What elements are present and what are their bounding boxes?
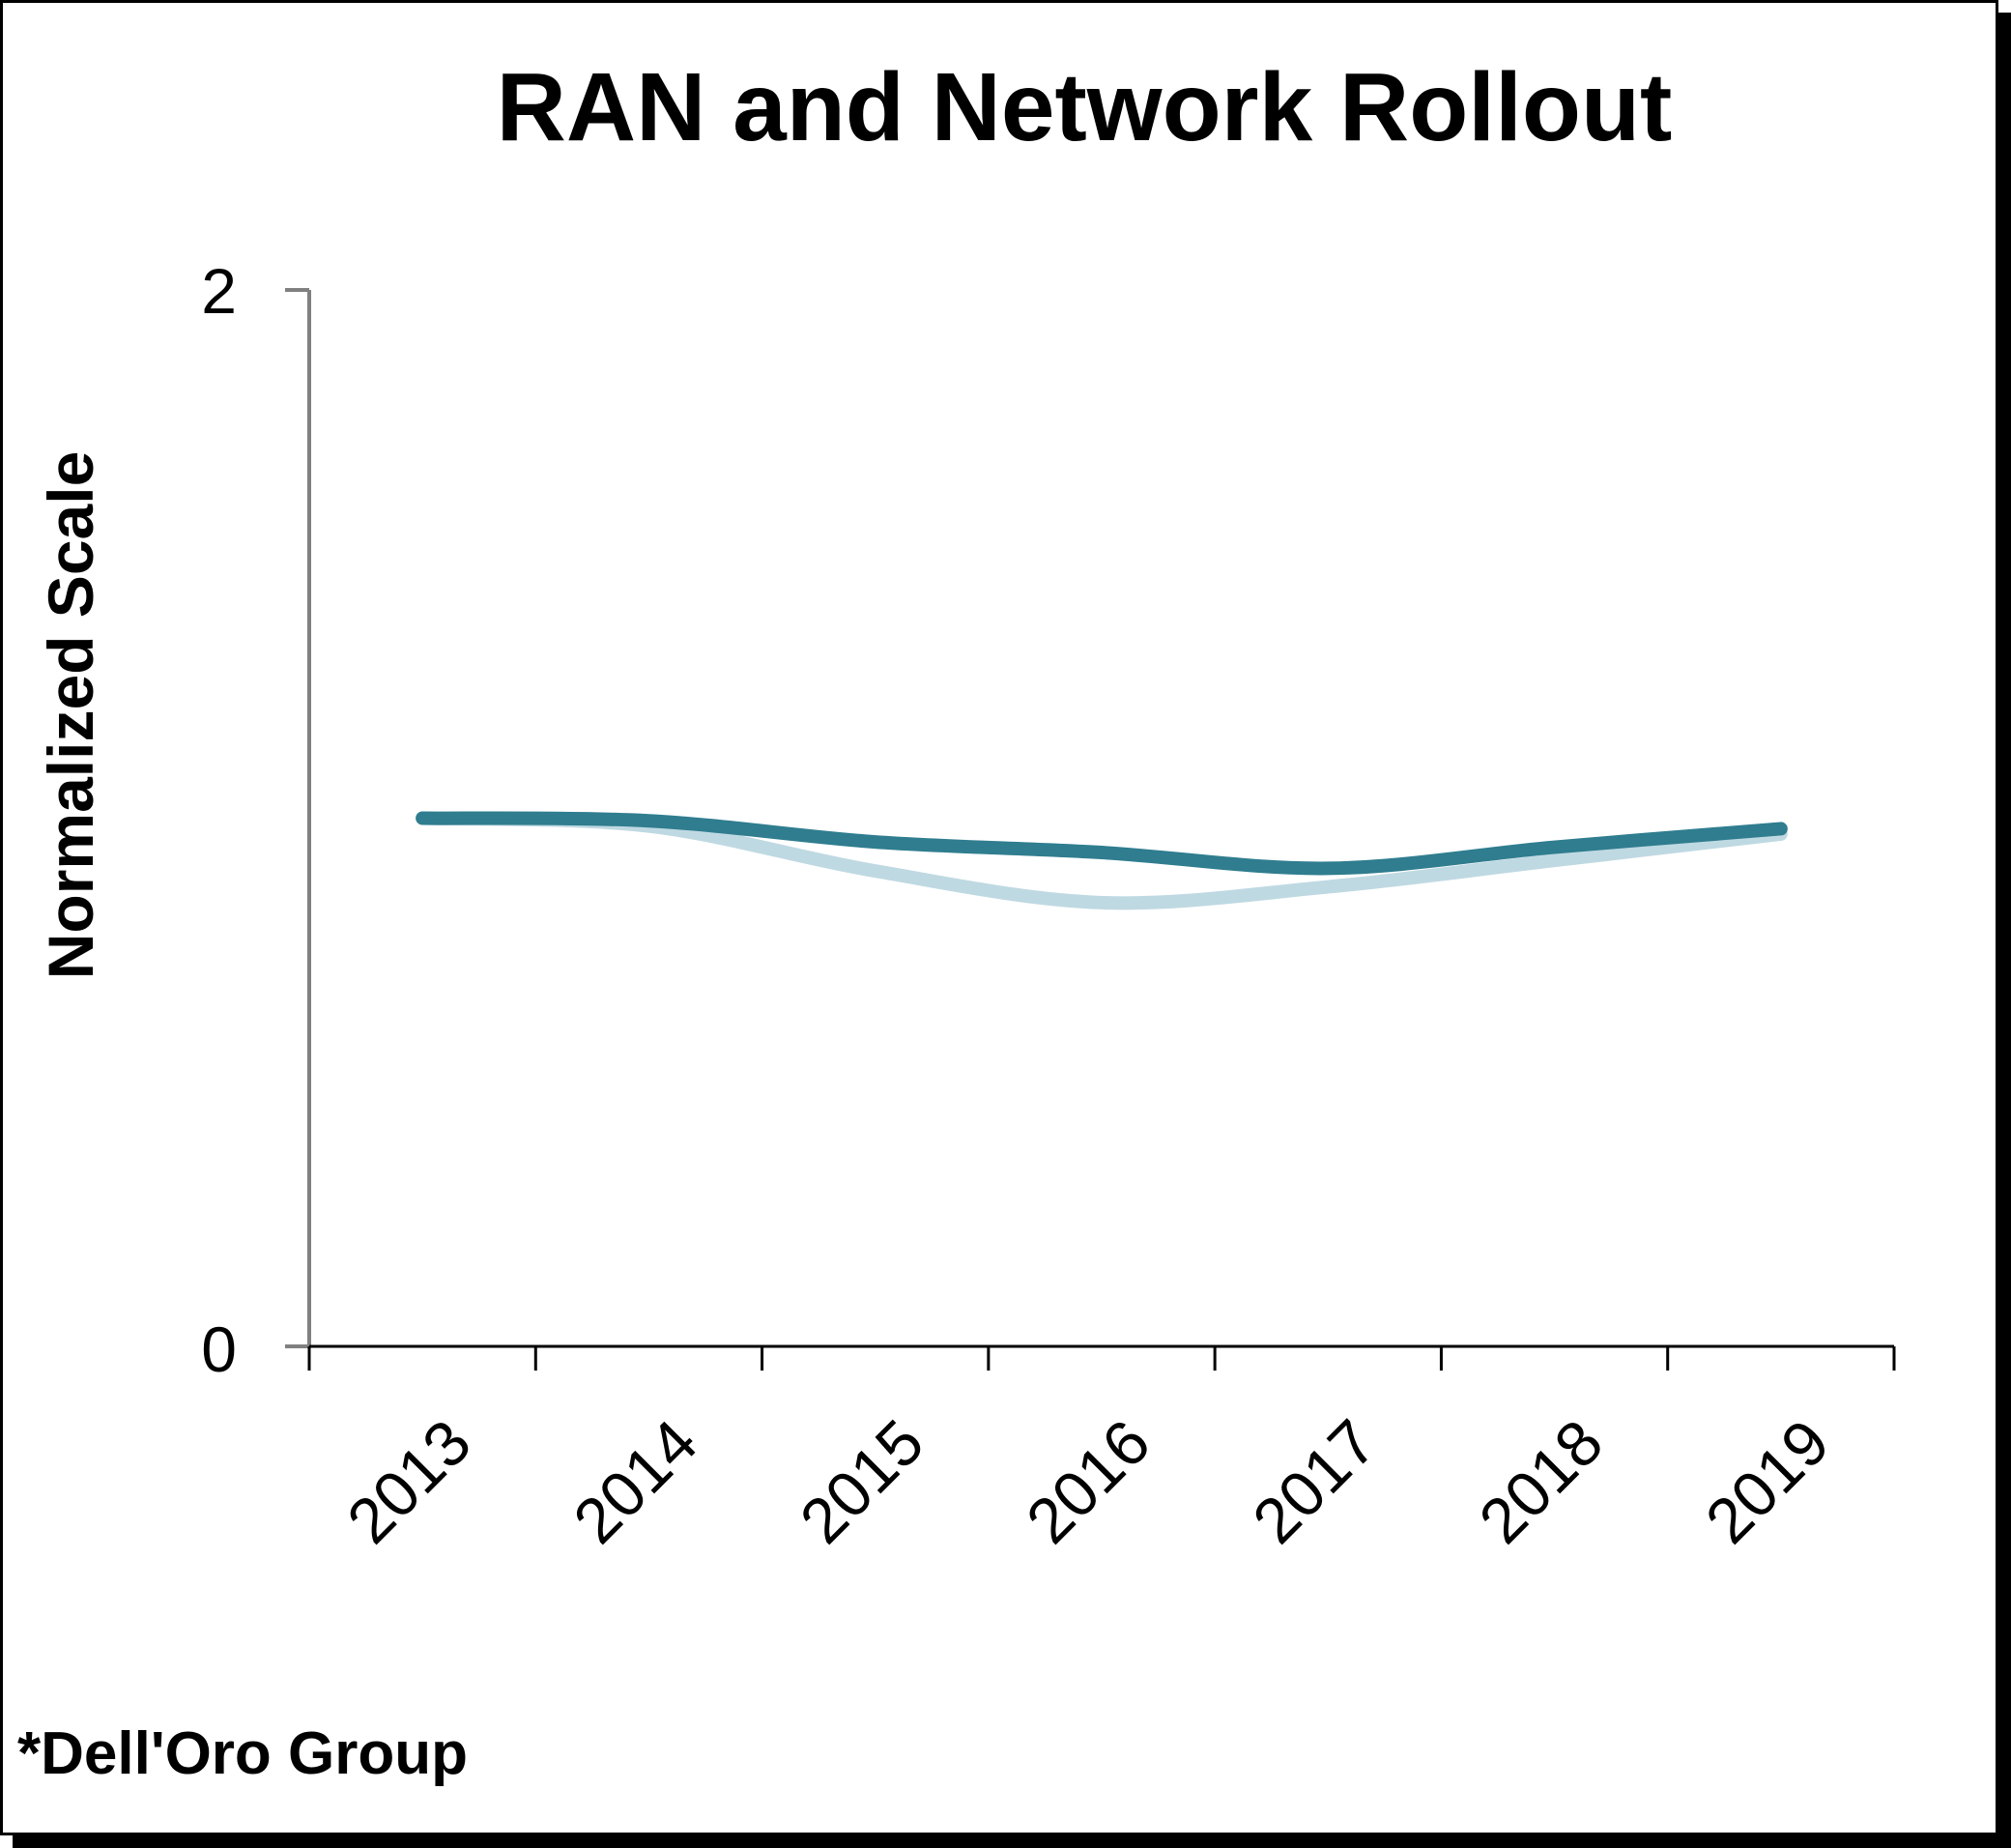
series-1-point [1101,852,1103,853]
series-1-point [875,841,876,843]
x-tick-label: 2018 [1465,1406,1616,1557]
series-1-point [1554,847,1556,849]
y-tick-labels: 2 0 [201,255,237,1385]
x-tick-label: 2016 [1013,1406,1164,1557]
series-2-point [1554,859,1556,861]
series-1-point [1327,867,1329,869]
y-tick-label-min: 0 [201,1314,237,1385]
series-2-point [875,870,876,872]
x-tick-label: 2013 [333,1406,484,1557]
series-1-point [1780,827,1782,829]
source-note: *Dell'Oro Group [17,1720,468,1787]
x-tick-labels: 2013 2014 2015 2016 2017 2018 2019 [333,1406,1843,1557]
series-2-point [1327,886,1329,888]
series-line-1 [416,811,1788,876]
series-line-2 [416,811,1788,910]
x-tick-label: 2017 [1239,1406,1390,1557]
x-tick-label: 2014 [560,1406,710,1557]
series-2-point [1101,902,1103,904]
series-1-point [647,820,649,822]
chart-title: RAN and Network Rollout [497,53,1673,161]
series-1-point [421,818,423,820]
y-tick-label-max: 2 [201,255,237,327]
axes [285,288,1896,1371]
x-tick-label: 2015 [786,1406,936,1557]
y-axis-label: Normalized Scale [35,451,106,980]
series-lines [416,811,1788,910]
x-tick-label: 2019 [1692,1406,1843,1557]
